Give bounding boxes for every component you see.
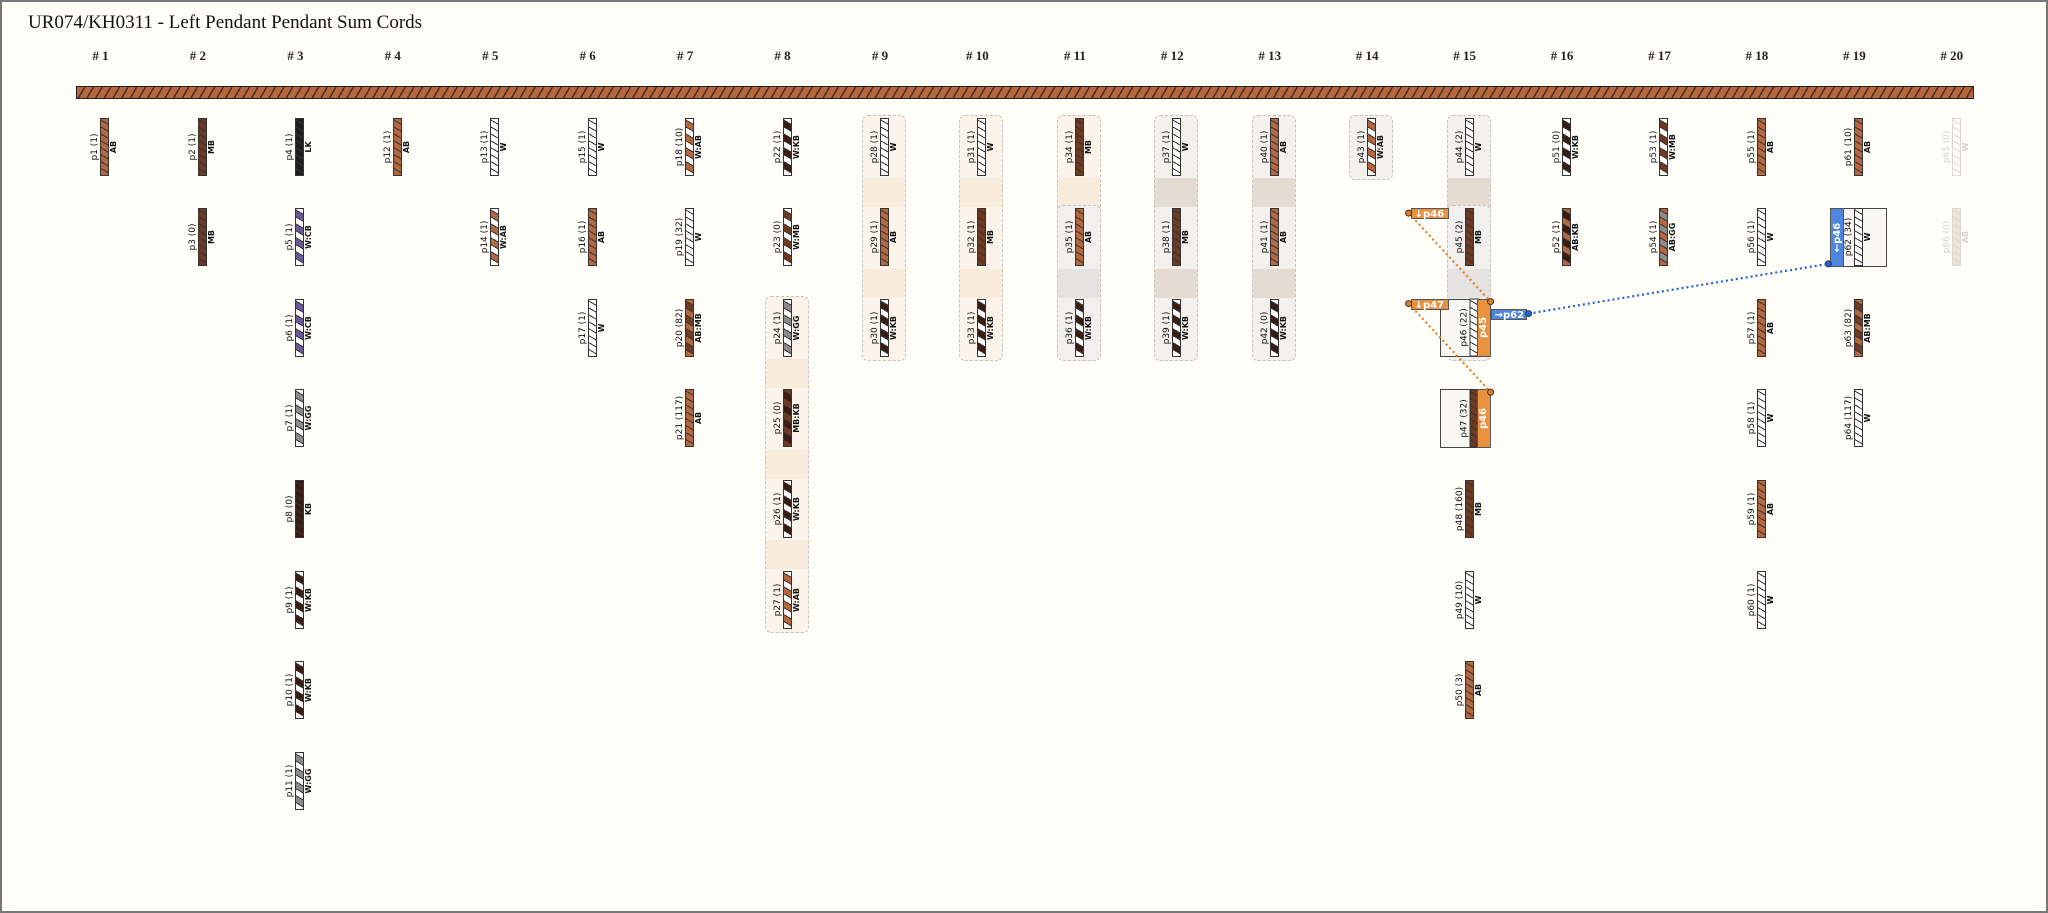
primary-cord	[76, 86, 1974, 99]
column-header: # 14	[1355, 48, 1379, 63]
column-header: # 4	[384, 48, 401, 63]
column-header: # 18	[1745, 48, 1769, 63]
group-gap	[765, 540, 808, 570]
column-header: # 2	[189, 48, 207, 63]
sum-link-orange	[1407, 302, 1492, 393]
link-endpoint	[1824, 260, 1832, 268]
sum-link-blue	[1528, 262, 1829, 315]
column-header: # 15	[1453, 48, 1476, 63]
column-header: # 7	[676, 48, 694, 63]
column-header: # 11	[1063, 48, 1086, 63]
column-header: # 10	[966, 48, 989, 63]
column-header: # 12	[1160, 48, 1184, 63]
link-endpoint	[1487, 298, 1495, 306]
sum-link-orange	[1407, 212, 1492, 303]
sum-cord-box[interactable]	[1840, 208, 1888, 267]
group-gap	[1057, 268, 1100, 298]
group-gap	[960, 178, 1003, 208]
column-header: # 1	[92, 48, 109, 63]
group-gap	[1057, 178, 1100, 208]
group-gap	[960, 268, 1003, 298]
group-gap	[1252, 268, 1295, 298]
column-header: # 6	[579, 48, 596, 63]
column-header: # 13	[1258, 48, 1282, 63]
sum-from-strip[interactable]: ←p46	[1830, 208, 1845, 267]
column-header: # 8	[774, 48, 791, 63]
group-gap	[765, 359, 808, 389]
page-title: UR074/KH0311 - Left Pendant Pendant Sum …	[28, 12, 423, 33]
sum-of-strip[interactable]: p46	[1476, 389, 1491, 448]
column-header: # 9	[871, 48, 889, 63]
group-gap	[1252, 178, 1295, 208]
column-header: # 16	[1550, 48, 1574, 63]
group-gap	[862, 178, 905, 208]
link-endpoint	[1487, 388, 1495, 396]
column-header: # 17	[1648, 48, 1671, 63]
link-endpoint	[1405, 300, 1413, 308]
column-header: # 20	[1940, 48, 1964, 63]
group-gap	[765, 449, 808, 479]
group-gap	[1155, 178, 1198, 208]
group-gap	[1155, 268, 1198, 298]
group-gap	[1447, 268, 1490, 298]
link-endpoint	[1525, 310, 1533, 318]
group-gap	[1447, 178, 1490, 208]
group-gap	[862, 268, 905, 298]
sum-of-strip[interactable]: p45	[1476, 298, 1491, 358]
column-header: # 5	[482, 48, 499, 63]
link-endpoint	[1405, 209, 1413, 217]
column-header: # 3	[287, 48, 304, 63]
column-header: # 19	[1842, 48, 1866, 63]
